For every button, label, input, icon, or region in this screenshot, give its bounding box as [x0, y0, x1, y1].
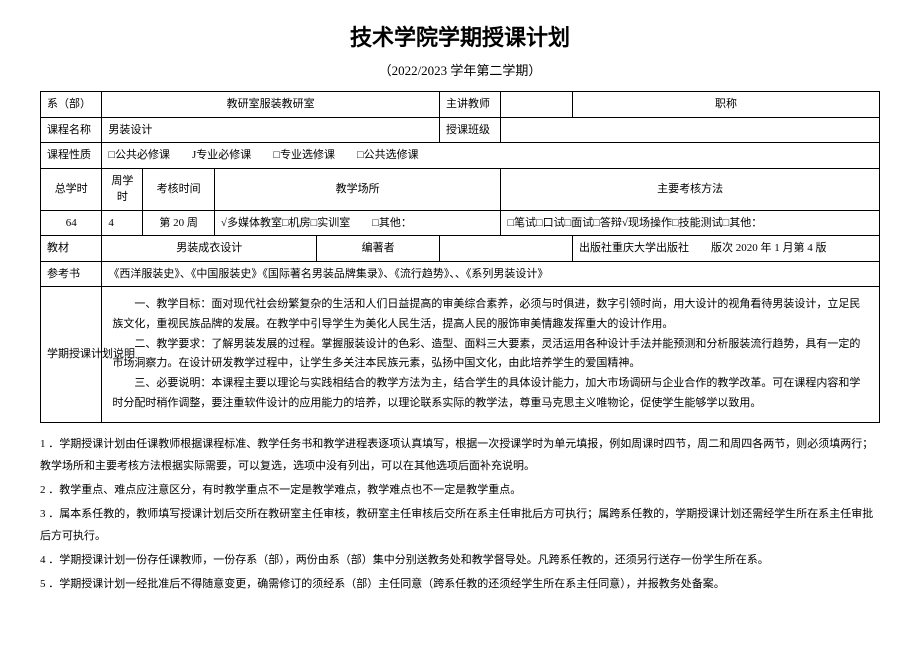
row-plan-desc: 学期授课计划说明 一、教学目标：面对现代社会纷繁复杂的生活和人们日益提高的审美综…: [41, 287, 880, 423]
note-1: 1 ．学期授课计划由任课教师根据课程标准、教学任务书和教学进程表逐项认真填写，根…: [40, 433, 880, 477]
nature-label: 课程性质: [41, 143, 102, 169]
ref-value: 《西洋服装史》、《中国服装史》《国际著名男装品牌集录》、《流行趋势》、、《系列男…: [102, 261, 880, 287]
place-value: √多媒体教室□机房□实训室 □其他：: [214, 210, 500, 236]
total-hours-label: 总学时: [41, 168, 102, 210]
dept-value: 教研室服装教研室: [102, 92, 440, 118]
plan-table: 系（部） 教研室服装教研室 主讲教师 职称 课程名称 男装设计 授课班级 课程性…: [40, 91, 880, 423]
method-label: 主要考核方法: [501, 168, 880, 210]
row-dept: 系（部） 教研室服装教研室 主讲教师 职称: [41, 92, 880, 118]
plan-label: 学期授课计划说明: [41, 287, 102, 423]
method-value: □笔试□口试□面试□答辩√现场操作□技能测试□其他：: [501, 210, 880, 236]
place-label: 教学场所: [214, 168, 500, 210]
plan-p2: 二、教学要求：了解男装发展的过程。掌握服装设计的色彩、造型、面料三大要素，灵活运…: [112, 335, 869, 375]
week-hours-label: 周学时: [102, 168, 143, 210]
publisher-value: 出版社重庆大学出版社 版次 2020 年 1 月第 4 版: [572, 236, 879, 262]
page-title: 技术学院学期授课计划: [40, 20, 880, 52]
author-label: 编著者: [317, 236, 440, 262]
row-course: 课程名称 男装设计 授课班级: [41, 117, 880, 143]
exam-time-value: 第 20 周: [143, 210, 215, 236]
row-hours-values: 64 4 第 20 周 √多媒体教室□机房□实训室 □其他： □笔试□口试□面试…: [41, 210, 880, 236]
week-hours-value: 4: [102, 210, 143, 236]
note-3: 3 ．属本系任教的，教师填写授课计划后交所在教研室主任审核，教研室主任审核后交所…: [40, 503, 880, 547]
row-nature: 课程性质 □公共必修课 J专业必修课 □专业选修课 □公共选修课: [41, 143, 880, 169]
textbook-value: 男装成衣设计: [102, 236, 317, 262]
class-label: 授课班级: [439, 117, 500, 143]
note-5: 5 ．学期授课计划一经批准后不得随意变更，确需修订的须经系（部）主任同意（跨系任…: [40, 573, 880, 595]
row-hours-header: 总学时 周学时 考核时间 教学场所 主要考核方法: [41, 168, 880, 210]
plan-p3: 三、必要说明：本课程主要以理论与实践相结合的教学方法为主，结合学生的具体设计能力…: [112, 374, 869, 414]
plan-p1: 一、教学目标：面对现代社会纷繁复杂的生活和人们日益提高的审美综合素养，必须与时俱…: [112, 295, 869, 335]
dept-label: 系（部）: [41, 92, 102, 118]
ref-label: 参考书: [41, 261, 102, 287]
course-label: 课程名称: [41, 117, 102, 143]
note-4: 4 ．学期授课计划一份存任课教师，一份存系（部），两份由系（部）集中分别送教务处…: [40, 549, 880, 571]
nature-value: □公共必修课 J专业必修课 □专业选修课 □公共选修课: [102, 143, 880, 169]
page-subtitle: （2022/2023 学年第二学期）: [40, 60, 880, 79]
note-2: 2 ．教学重点、难点应注意区分，有时教学重点不一定是教学难点，教学难点也不一定是…: [40, 479, 880, 501]
teacher-value: [501, 92, 573, 118]
row-textbook: 教材 男装成衣设计 编著者 出版社重庆大学出版社 版次 2020 年 1 月第 …: [41, 236, 880, 262]
total-hours-value: 64: [41, 210, 102, 236]
row-references: 参考书 《西洋服装史》、《中国服装史》《国际著名男装品牌集录》、《流行趋势》、、…: [41, 261, 880, 287]
author-value: [439, 236, 572, 262]
exam-time-label: 考核时间: [143, 168, 215, 210]
course-value: 男装设计: [102, 117, 440, 143]
plan-desc: 一、教学目标：面对现代社会纷繁复杂的生活和人们日益提高的审美综合素养，必须与时俱…: [102, 287, 880, 423]
teacher-label: 主讲教师: [439, 92, 500, 118]
title-label: 职称: [572, 92, 879, 118]
notes-section: 1 ．学期授课计划由任课教师根据课程标准、教学任务书和教学进程表逐项认真填写，根…: [40, 433, 880, 595]
textbook-label: 教材: [41, 236, 102, 262]
class-value: [501, 117, 880, 143]
